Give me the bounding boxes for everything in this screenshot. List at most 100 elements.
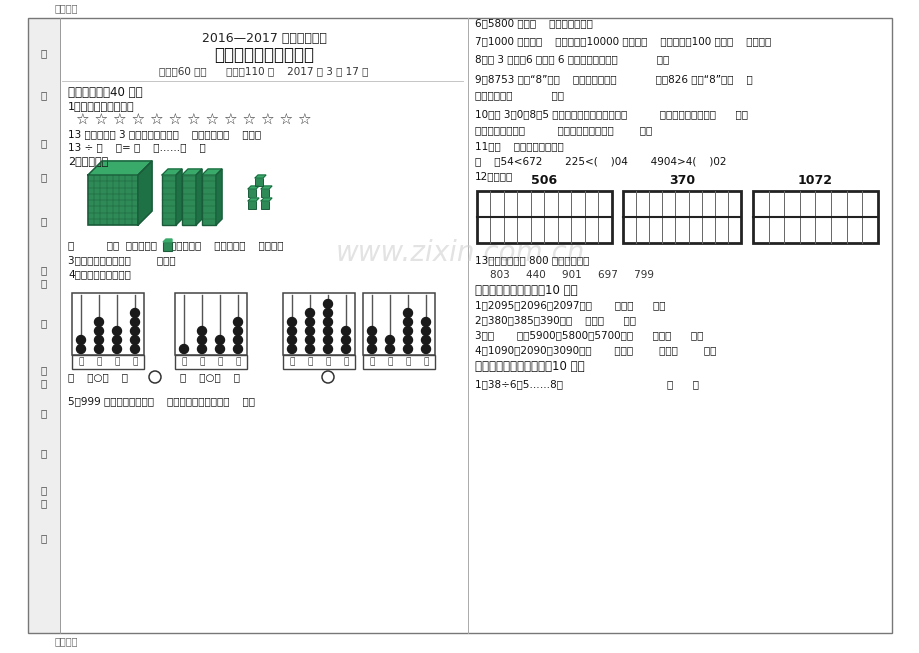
Circle shape bbox=[323, 300, 332, 308]
Circle shape bbox=[323, 345, 332, 353]
Text: 线: 线 bbox=[40, 172, 47, 182]
Circle shape bbox=[287, 326, 296, 336]
Text: 精品文档: 精品文档 bbox=[55, 636, 78, 646]
Text: 不: 不 bbox=[40, 318, 47, 328]
Text: 2、数一数。: 2、数一数。 bbox=[68, 156, 108, 166]
Bar bbox=[752, 191, 877, 243]
Text: 370: 370 bbox=[668, 174, 695, 187]
Circle shape bbox=[287, 317, 296, 326]
Polygon shape bbox=[248, 198, 259, 201]
Text: 13 个星星，每 3 个一份，分成了（    ）份，还剩（    ）个。: 13 个星星，每 3 个一份，分成了（ ）份，还剩（ ）个。 bbox=[68, 129, 261, 139]
Circle shape bbox=[233, 336, 243, 345]
Text: 千: 千 bbox=[181, 357, 187, 366]
Circle shape bbox=[130, 326, 140, 336]
Text: 1、圈一圈，填一填。: 1、圈一圈，填一填。 bbox=[68, 101, 134, 111]
Bar bbox=[255, 178, 263, 186]
Bar bbox=[88, 175, 138, 225]
Circle shape bbox=[305, 317, 314, 326]
Text: 个: 个 bbox=[423, 357, 428, 366]
Text: 内: 内 bbox=[40, 216, 47, 226]
Text: www.zixin.com.cn: www.zixin.com.cn bbox=[335, 239, 584, 267]
Bar bbox=[248, 189, 255, 197]
Circle shape bbox=[305, 326, 314, 336]
Bar bbox=[363, 355, 435, 369]
Circle shape bbox=[421, 336, 430, 345]
Circle shape bbox=[341, 336, 350, 345]
Text: 5、999 前面的一个数是（    ），后面的一个数是（    ）。: 5、999 前面的一个数是（ ），后面的一个数是（ ）。 bbox=[68, 396, 255, 406]
Polygon shape bbox=[162, 169, 182, 175]
Polygon shape bbox=[261, 186, 272, 189]
Circle shape bbox=[403, 336, 412, 345]
Circle shape bbox=[367, 326, 376, 336]
Polygon shape bbox=[255, 175, 266, 178]
Text: 12、画一画: 12、画一画 bbox=[474, 171, 513, 181]
Circle shape bbox=[215, 345, 224, 353]
Text: 11、（    ）里最大能填几？: 11、（ ）里最大能填几？ bbox=[474, 141, 563, 151]
Text: 二年级数学单元练习题: 二年级数学单元练习题 bbox=[214, 46, 313, 64]
Polygon shape bbox=[248, 186, 259, 189]
Text: 8、由 3 个千、6 个百和 6 个一组成的数是（            ）。: 8、由 3 个千、6 个百和 6 个一组成的数是（ ）。 bbox=[474, 54, 668, 64]
Circle shape bbox=[385, 345, 394, 353]
Circle shape bbox=[322, 371, 334, 383]
Circle shape bbox=[287, 345, 296, 353]
Text: 6、5800 是由（    ）个百组成的。: 6、5800 是由（ ）个百组成的。 bbox=[474, 18, 592, 28]
Text: 时间：60 分钟      满分：110 分    2017 年 3 月 17 日: 时间：60 分钟 满分：110 分 2017 年 3 月 17 日 bbox=[159, 66, 369, 76]
Text: 精品文档: 精品文档 bbox=[55, 3, 78, 13]
Text: 密: 密 bbox=[40, 48, 47, 58]
Text: 4、1090、2090、3090、（       ）、（        ）、（        ）。: 4、1090、2090、3090、（ ）、（ ）、（ ）。 bbox=[474, 345, 716, 355]
Text: 2、380、385、390、（    ）、（      ）。: 2、380、385、390、（ ）、（ ）。 bbox=[474, 315, 635, 325]
Circle shape bbox=[367, 336, 376, 345]
Text: 个: 个 bbox=[132, 357, 138, 366]
Circle shape bbox=[233, 345, 243, 353]
Bar bbox=[261, 189, 268, 197]
Bar bbox=[283, 355, 355, 369]
Text: 三、火眼金睛辨对错。（10 分）: 三、火眼金睛辨对错。（10 分） bbox=[474, 360, 584, 374]
Text: 1、38÷6＝5……8。                                （      ）: 1、38÷6＝5……8。 （ ） bbox=[474, 379, 698, 389]
Circle shape bbox=[287, 336, 296, 345]
Text: 506: 506 bbox=[531, 174, 557, 187]
Text: 13 ÷ （    ）= （    ）……（    ）: 13 ÷ （ ）= （ ）……（ ） bbox=[68, 142, 206, 152]
Circle shape bbox=[403, 308, 412, 317]
Circle shape bbox=[367, 345, 376, 353]
Circle shape bbox=[323, 317, 332, 326]
Text: 学: 学 bbox=[40, 485, 47, 495]
Circle shape bbox=[323, 308, 332, 317]
Text: 二、找规律填一填。（10 分）: 二、找规律填一填。（10 分） bbox=[474, 285, 577, 298]
Circle shape bbox=[403, 326, 412, 336]
Text: （    ）○（    ）                （    ）○（    ）: （ ）○（ ） （ ）○（ ） bbox=[68, 372, 240, 382]
Circle shape bbox=[385, 336, 394, 345]
Text: 4、写一写，比一比。: 4、写一写，比一比。 bbox=[68, 269, 130, 279]
Circle shape bbox=[112, 345, 121, 353]
Bar bbox=[182, 175, 196, 225]
Text: 百: 百 bbox=[307, 357, 312, 366]
Text: 百: 百 bbox=[96, 357, 102, 366]
Text: 位上，表示（            ）。: 位上，表示（ ）。 bbox=[474, 90, 563, 100]
Bar bbox=[162, 175, 176, 225]
Text: （    ）54<672       225<(    )04       4904>4(    )02: （ ）54<672 225<( )04 4904>4( )02 bbox=[474, 156, 726, 166]
Circle shape bbox=[341, 326, 350, 336]
Text: 803     440     901     697     799: 803 440 901 697 799 bbox=[490, 270, 653, 280]
Circle shape bbox=[130, 336, 140, 345]
Circle shape bbox=[95, 336, 103, 345]
Text: 7、1000 里面有（    ）个一百，10000 里面有（    ）个一千，100 里面（    ）个十。: 7、1000 里面有（ ）个一百，10000 里面有（ ）个一千，100 里面（… bbox=[474, 36, 770, 46]
Circle shape bbox=[198, 345, 206, 353]
Bar bbox=[363, 293, 435, 355]
Text: 答: 答 bbox=[40, 448, 47, 458]
Bar bbox=[72, 293, 144, 355]
Polygon shape bbox=[216, 169, 221, 225]
Text: 十: 十 bbox=[325, 357, 330, 366]
Text: 10、用 3、0、8、5 组成一个最大的四位数是（          ），它的近似数是（      ），: 10、用 3、0、8、5 组成一个最大的四位数是（ ），它的近似数是（ ）， bbox=[474, 109, 747, 119]
Polygon shape bbox=[261, 198, 272, 201]
Text: 千: 千 bbox=[78, 357, 84, 366]
Circle shape bbox=[305, 345, 314, 353]
Bar bbox=[72, 355, 144, 369]
Bar bbox=[261, 201, 268, 209]
Bar bbox=[175, 293, 246, 355]
Polygon shape bbox=[138, 161, 152, 225]
Text: 1、2095、2096、2097、（       ）、（      ）。: 1、2095、2096、2097、（ ）、（ ）。 bbox=[474, 300, 664, 310]
Polygon shape bbox=[176, 169, 182, 225]
Circle shape bbox=[95, 326, 103, 336]
Polygon shape bbox=[182, 169, 202, 175]
Polygon shape bbox=[196, 169, 202, 225]
Circle shape bbox=[130, 308, 140, 317]
